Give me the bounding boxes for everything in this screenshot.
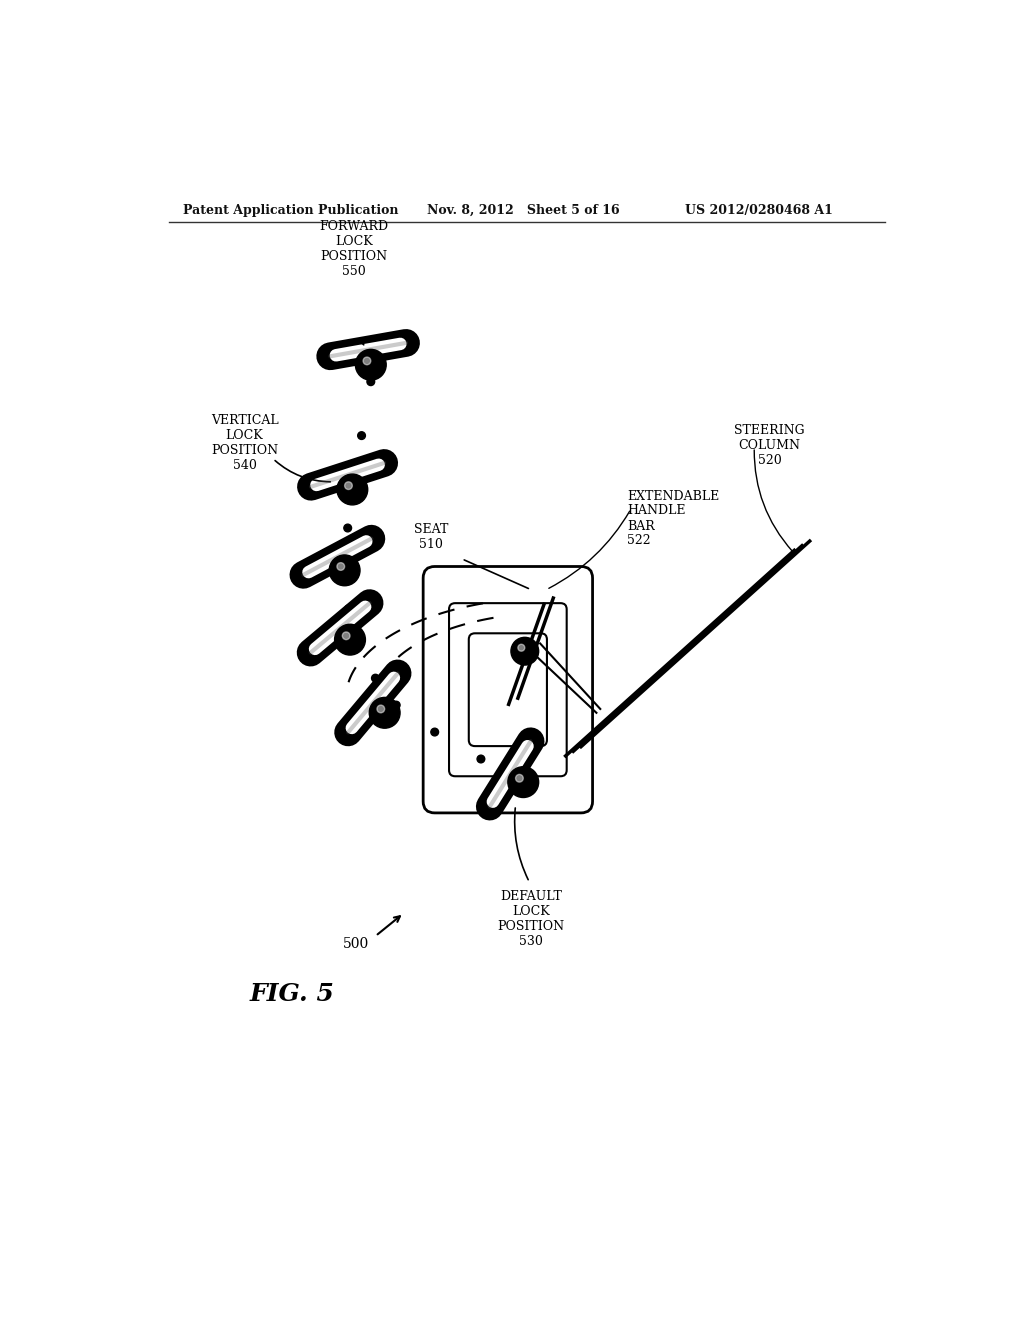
Text: SEAT
510: SEAT 510 (414, 523, 449, 552)
Text: Patent Application Publication: Patent Application Publication (183, 205, 398, 218)
Circle shape (355, 350, 386, 380)
Circle shape (392, 701, 400, 709)
Text: EXTENDABLE
HANDLE
BAR
522: EXTENDABLE HANDLE BAR 522 (628, 490, 720, 548)
Circle shape (477, 755, 484, 763)
Circle shape (337, 562, 345, 570)
Circle shape (508, 767, 539, 797)
Circle shape (515, 775, 523, 781)
Text: FIG. 5: FIG. 5 (250, 982, 335, 1006)
Circle shape (372, 675, 379, 682)
Circle shape (354, 636, 361, 644)
Text: 500: 500 (343, 937, 370, 950)
Circle shape (330, 554, 360, 586)
Circle shape (431, 729, 438, 737)
Text: US 2012/0280468 A1: US 2012/0280468 A1 (685, 205, 833, 218)
Circle shape (342, 632, 350, 640)
Text: STEERING
COLUMN
520: STEERING COLUMN 520 (734, 424, 805, 467)
Circle shape (337, 474, 368, 504)
Circle shape (345, 482, 352, 490)
Circle shape (345, 605, 352, 612)
Circle shape (348, 486, 356, 494)
Circle shape (377, 705, 385, 713)
Circle shape (370, 697, 400, 729)
Circle shape (357, 432, 366, 440)
Circle shape (519, 779, 527, 785)
Circle shape (364, 358, 371, 364)
Circle shape (511, 638, 539, 665)
Circle shape (367, 378, 375, 385)
Circle shape (344, 524, 351, 532)
Text: FORWARD
LOCK
POSITION
550: FORWARD LOCK POSITION 550 (319, 219, 388, 277)
Circle shape (518, 644, 525, 651)
Text: DEFAULT
LOCK
POSITION
530: DEFAULT LOCK POSITION 530 (498, 890, 564, 948)
Circle shape (335, 624, 366, 655)
Circle shape (341, 566, 348, 574)
Text: Nov. 8, 2012   Sheet 5 of 16: Nov. 8, 2012 Sheet 5 of 16 (427, 205, 620, 218)
Text: VERTICAL
LOCK
POSITION
540: VERTICAL LOCK POSITION 540 (211, 414, 279, 473)
